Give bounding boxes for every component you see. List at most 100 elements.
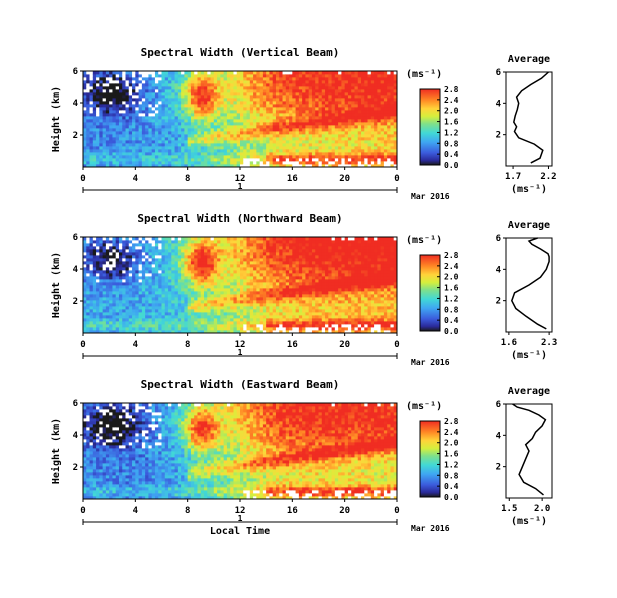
heatmap-cell xyxy=(200,309,205,313)
heatmap-cell xyxy=(122,158,126,162)
heatmap-cell xyxy=(364,74,368,78)
heatmap-cell xyxy=(305,140,310,144)
heatmap-cell xyxy=(223,113,228,117)
heatmap-cell xyxy=(269,149,274,153)
heatmap-cell xyxy=(151,273,156,277)
heatmap-cell xyxy=(233,294,238,298)
heatmap-cell xyxy=(370,71,375,75)
heatmap-cell xyxy=(256,291,261,295)
heatmap-cell xyxy=(213,270,218,274)
heatmap-cell xyxy=(200,291,205,295)
heatmap-cell xyxy=(305,137,310,141)
heatmap-cell xyxy=(302,152,306,156)
heatmap-cell xyxy=(138,83,143,87)
heatmap-cell xyxy=(249,276,254,280)
heatmap-cell xyxy=(289,152,293,156)
heatmap-cell xyxy=(197,83,202,87)
heatmap-cell xyxy=(132,321,136,325)
heatmap-cell xyxy=(168,315,172,319)
heatmap-cell xyxy=(115,98,120,102)
heatmap-cell xyxy=(158,77,162,81)
heatmap-cell xyxy=(125,330,130,334)
heatmap-cell xyxy=(154,264,159,268)
heatmap-cell xyxy=(361,152,365,156)
heatmap-cell xyxy=(89,125,94,129)
heatmap-cell xyxy=(243,140,247,144)
heatmap-cell xyxy=(164,303,169,307)
heatmap-cell xyxy=(321,89,326,93)
heatmap-cell xyxy=(361,80,365,84)
heatmap-cell xyxy=(370,146,375,150)
heatmap-cell xyxy=(96,149,100,153)
heatmap-cell xyxy=(171,291,175,295)
heatmap-cell xyxy=(361,116,365,120)
heatmap-cell xyxy=(135,324,139,328)
heatmap-cell xyxy=(311,134,316,138)
heatmap-cell xyxy=(210,122,215,126)
heatmap-cell xyxy=(269,77,274,81)
heatmap-cell xyxy=(249,240,254,244)
heatmap-cell xyxy=(171,161,175,165)
heatmap-cell xyxy=(105,321,110,325)
heatmap-cell xyxy=(230,119,234,123)
heatmap-cell xyxy=(138,324,143,328)
heatmap-cell xyxy=(184,249,189,253)
heatmap-cell xyxy=(125,137,130,141)
heatmap-cell xyxy=(390,149,395,153)
heatmap-cell xyxy=(266,318,270,322)
heatmap-cell xyxy=(298,125,303,129)
heatmap-cell xyxy=(338,146,342,150)
heatmap-cell xyxy=(141,273,146,277)
heatmap-cell xyxy=(380,125,385,129)
heatmap-cell xyxy=(174,71,179,75)
heatmap-cell xyxy=(207,161,211,165)
heatmap-cell xyxy=(102,291,107,295)
heatmap-cell xyxy=(112,303,117,307)
heatmap-cell xyxy=(292,137,296,141)
heatmap-cell xyxy=(393,80,398,84)
heatmap-cell xyxy=(213,237,218,241)
heatmap-cell xyxy=(161,92,166,96)
heatmap-cell xyxy=(99,161,104,165)
heatmap-cell xyxy=(210,309,215,313)
heatmap-cell xyxy=(275,131,280,135)
heatmap-cell xyxy=(282,134,287,138)
heatmap-cell xyxy=(89,74,94,78)
heatmap-cell xyxy=(145,279,149,283)
heatmap-cell xyxy=(285,128,290,132)
heatmap-cell xyxy=(158,152,162,156)
heatmap-cell xyxy=(370,164,375,168)
heatmap-cell xyxy=(174,318,179,322)
heatmap-cell xyxy=(210,98,215,102)
heatmap-cell xyxy=(367,107,372,111)
heatmap-cell xyxy=(374,113,378,117)
heatmap-cell xyxy=(230,74,234,78)
heatmap-cell xyxy=(220,267,225,271)
heatmap-cell xyxy=(393,137,398,141)
heatmap-cell xyxy=(194,101,198,105)
heatmap-cell xyxy=(112,155,117,159)
heatmap-cell xyxy=(351,95,355,99)
heatmap-cell xyxy=(259,110,264,114)
heatmap-cell xyxy=(115,243,120,247)
heatmap-cell xyxy=(331,80,336,84)
heatmap-cell xyxy=(83,110,87,114)
heatmap-cell xyxy=(256,86,261,90)
heatmap-cell xyxy=(115,158,120,162)
heatmap-cell xyxy=(210,119,215,123)
heatmap-cell xyxy=(321,77,326,81)
heatmap-cell xyxy=(266,140,270,144)
heatmap-cell xyxy=(190,98,195,102)
heatmap-cell xyxy=(112,140,117,144)
heatmap-cell xyxy=(138,101,143,105)
heatmap-cell xyxy=(236,252,241,256)
heatmap-cell xyxy=(161,321,166,325)
heatmap-cell xyxy=(321,110,326,114)
heatmap-cell xyxy=(177,327,182,331)
heatmap-cell xyxy=(187,125,192,129)
heatmap-cell xyxy=(135,270,139,274)
heatmap-cell xyxy=(148,309,153,313)
heatmap-cell xyxy=(194,237,198,241)
heatmap-cell xyxy=(190,95,195,99)
heatmap-cell xyxy=(246,98,251,102)
